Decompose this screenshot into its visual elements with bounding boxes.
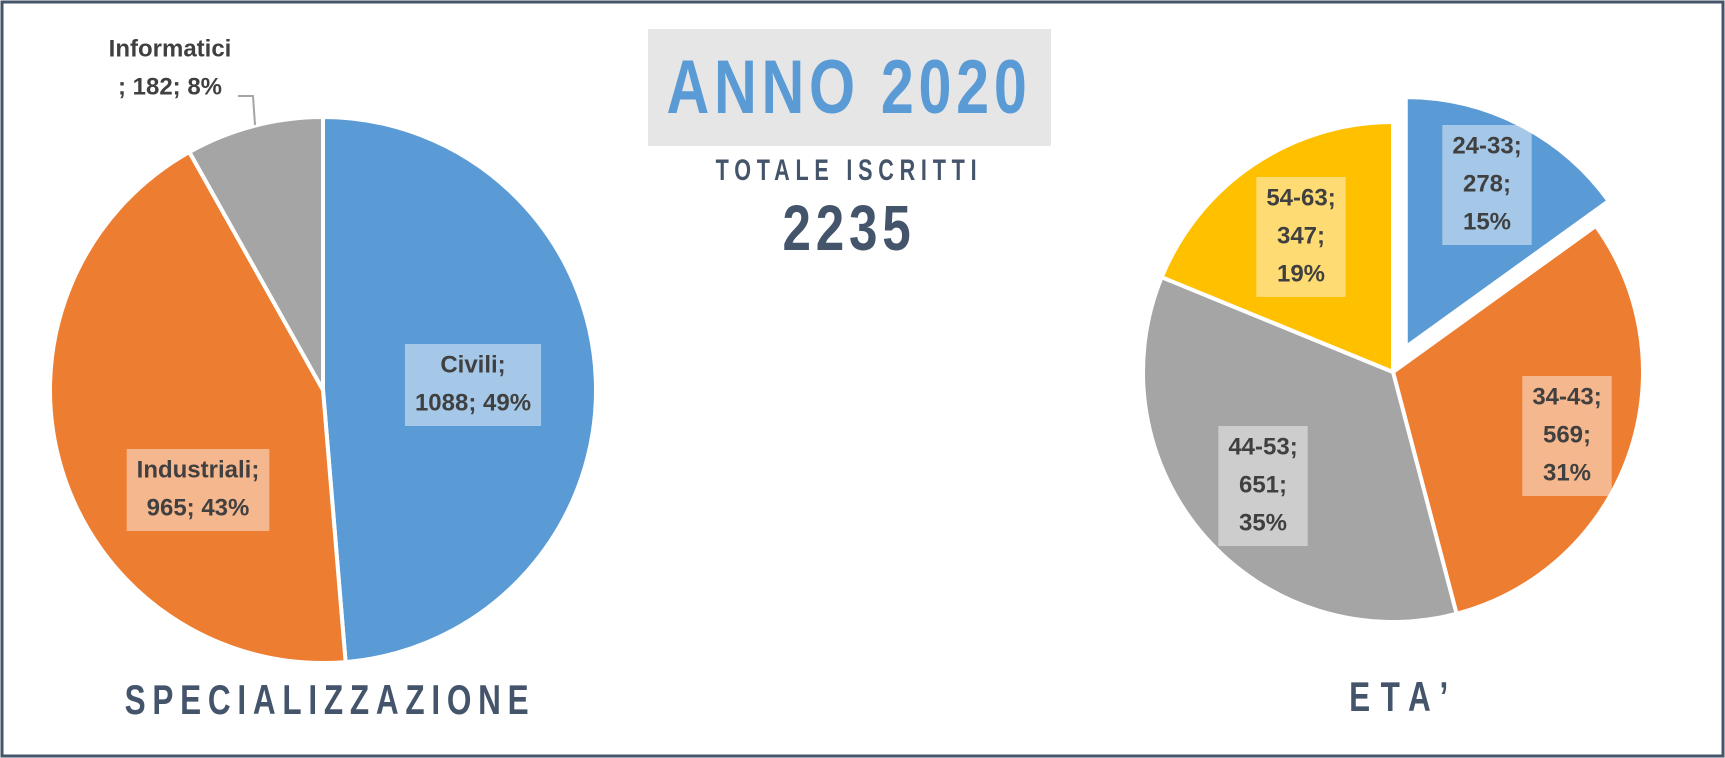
label-line: 278; [1463,170,1511,197]
label-line: ; 182; 8% [118,73,222,100]
subtitle: TOTALE ISCRITTI [716,152,983,186]
label-box [126,449,270,531]
label-line: 35% [1239,509,1287,536]
year-title: ANNO 2020 [667,45,1032,130]
label-box [1256,177,1346,297]
total: 2235 [782,194,915,265]
data-label: Civili; 1088; 49% [404,344,542,426]
label-line: Civili; [440,351,505,378]
label-box [1442,125,1532,245]
data-label: 54-63; 347; 19% [1256,177,1346,297]
pie-slice [1403,95,1612,351]
pie-slice [1141,274,1460,624]
pie-slice [1159,119,1395,375]
title-box [648,29,1051,146]
data-label: 24-33; 278; 15% [1442,125,1532,245]
label-line: 569; [1543,421,1591,448]
label-line: 54-63; [1266,184,1335,211]
label-line: 347; [1277,222,1325,249]
label-line: 15% [1463,208,1511,235]
data-label: 34-43; 569; 31% [1522,376,1612,496]
label-line: 24-33; [1452,132,1521,159]
chart-title: ETA’ [1349,673,1459,721]
label-line: Industriali; [137,456,260,483]
pie-slice [186,114,325,398]
label-box [1218,426,1308,546]
label-box [404,344,542,426]
data-label: 44-53; 651; 35% [1218,426,1308,546]
label-line: 1088; 49% [415,389,531,416]
leader-line [238,95,256,126]
label-line: 31% [1543,459,1591,486]
pie-slice [1390,223,1645,617]
label-line: 34-43; [1532,383,1601,410]
label-box [1522,376,1612,496]
label-line: Informatici [109,35,232,62]
pie-slice [48,149,348,665]
label-line: 651; [1239,471,1287,498]
data-label: Industriali; 965; 43% [126,449,270,531]
label-line: 19% [1277,260,1325,287]
data-label: Informatici ; 182; 8% [109,35,232,100]
pie-slice [321,114,598,665]
label-line: 965; 43% [147,494,250,521]
label-line: 44-53; [1228,433,1297,460]
chart-title: SPECIALIZZAZIONE [125,676,536,724]
